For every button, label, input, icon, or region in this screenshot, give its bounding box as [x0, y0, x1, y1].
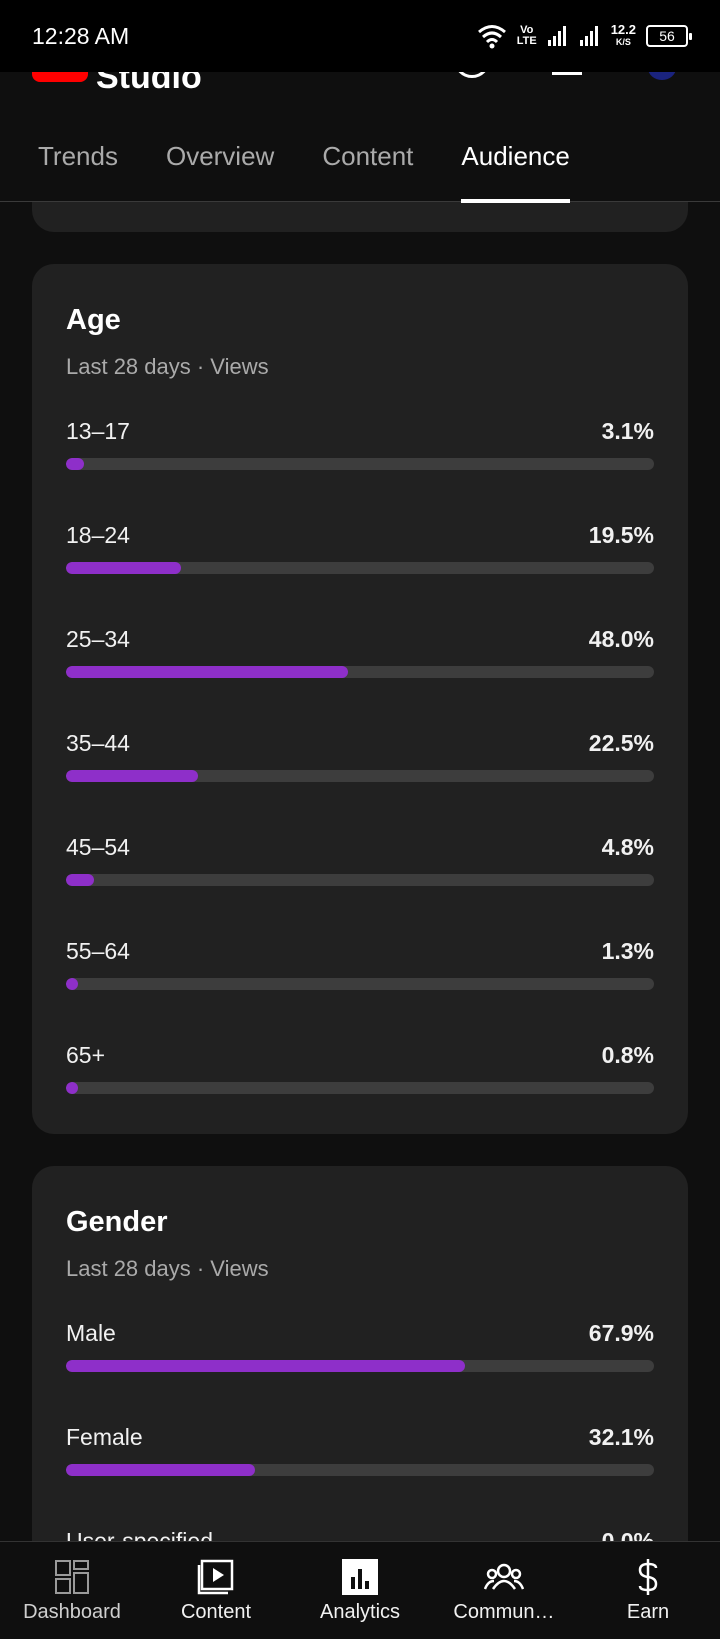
status-icons: Vo LTE 12.2 K/S 56 — [477, 22, 692, 49]
age-row: 18–24 19.5% — [66, 522, 654, 592]
community-icon — [484, 1563, 524, 1590]
studio-logo-text: Studio — [96, 72, 202, 96]
age-row-value: 3.1% — [601, 418, 654, 444]
age-row-track — [66, 458, 654, 470]
nav-community[interactable]: Commun… — [432, 1542, 576, 1639]
gender-row-bar — [66, 1464, 255, 1476]
tab-trends[interactable]: Trends — [38, 140, 118, 171]
net-speed: 12.2 K/S — [610, 22, 636, 48]
gender-title: Gender — [66, 1206, 168, 1238]
age-row-value: 19.5% — [588, 522, 654, 548]
nav-dashboard-label: Dashboard — [23, 1601, 121, 1623]
volte-top: Vo — [520, 24, 534, 36]
analytics-icon — [342, 1559, 378, 1595]
gender-row-value: 67.9% — [588, 1320, 654, 1346]
gender-row-value: 32.1% — [588, 1424, 654, 1450]
age-row-track — [66, 562, 654, 574]
bottom-nav: Dashboard Content Analytics Commun… — [0, 1541, 720, 1639]
gender-card: Gender Last 28 days · Views Male 67.9% F… — [32, 1166, 688, 1586]
nav-analytics-label: Analytics — [319, 1601, 401, 1623]
signal-icon — [579, 26, 598, 46]
age-row-bar — [66, 978, 78, 990]
age-row-label: 25–34 — [66, 626, 130, 652]
age-row-track — [66, 770, 654, 782]
age-row-value: 0.8% — [601, 1042, 654, 1068]
age-row: 25–34 48.0% — [66, 626, 654, 696]
age-row-label: 45–54 — [66, 834, 130, 860]
dollar-icon — [638, 1559, 658, 1595]
tab-content[interactable]: Content — [322, 140, 414, 171]
age-row: 35–44 22.5% — [66, 730, 654, 800]
status-time: 12:28 AM — [32, 22, 130, 49]
gender-row-bar — [66, 1360, 466, 1372]
age-row-value: 1.3% — [601, 938, 654, 964]
age-row-bar — [66, 770, 199, 782]
age-title: Age — [66, 304, 121, 336]
volte-bottom: LTE — [516, 35, 537, 47]
analytics-tabs: Trends Overview Content Audience — [0, 110, 720, 203]
tab-overview[interactable]: Overview — [165, 140, 275, 171]
battery-icon: 56 — [646, 25, 692, 47]
help-icon[interactable] — [454, 72, 490, 78]
gender-row-label: Male — [66, 1320, 116, 1346]
content-play-icon — [197, 1559, 234, 1595]
age-row-label: 65+ — [66, 1042, 106, 1068]
age-row-bar — [66, 874, 95, 886]
age-row-label: 55–64 — [66, 938, 130, 964]
net-speed-unit: K/S — [615, 37, 631, 47]
age-row-value: 22.5% — [588, 730, 654, 756]
age-row-track — [66, 874, 654, 886]
avatar[interactable] — [648, 72, 676, 80]
age-row: 55–64 1.3% — [66, 938, 654, 1008]
app-header: Studio — [0, 72, 720, 110]
volte-indicator: Vo LTE — [517, 25, 537, 47]
nav-earn-label: Earn — [626, 1601, 670, 1623]
gender-subtitle: Last 28 days · Views — [66, 1256, 269, 1281]
nav-earn[interactable]: Earn — [576, 1542, 720, 1639]
age-subtitle: Last 28 days · Views — [66, 354, 269, 379]
nav-content[interactable]: Content — [144, 1542, 288, 1639]
age-row-value: 48.0% — [588, 626, 654, 652]
dashboard-icon — [55, 1560, 89, 1594]
age-row: 65+ 0.8% — [66, 1042, 654, 1112]
studio-logo-icon — [32, 72, 88, 82]
signal-icon — [547, 26, 566, 46]
age-row-label: 18–24 — [66, 522, 130, 548]
age-row: 45–54 4.8% — [66, 834, 654, 904]
age-row-value: 4.8% — [601, 834, 654, 860]
nav-content-label: Content — [180, 1601, 252, 1623]
age-row-track — [66, 1082, 654, 1094]
gender-row: Female 32.1% — [66, 1424, 654, 1494]
nav-analytics[interactable]: Analytics — [288, 1542, 432, 1639]
battery-level: 56 — [659, 28, 675, 44]
gender-row: Male 67.9% — [66, 1320, 654, 1390]
age-row: 13–17 3.1% — [66, 418, 654, 488]
age-row-label: 35–44 — [66, 730, 130, 756]
age-row-track — [66, 978, 654, 990]
notifications-icon[interactable] — [552, 72, 582, 75]
nav-community-label: Commun… — [453, 1601, 555, 1623]
age-card: Age Last 28 days · Views 13–17 3.1% 18–2… — [32, 264, 688, 1134]
nav-dashboard[interactable]: Dashboard — [0, 1542, 144, 1639]
age-row-bar — [66, 1082, 78, 1094]
age-row-label: 13–17 — [66, 418, 130, 444]
age-row-track — [66, 666, 654, 678]
age-row-bar — [66, 666, 349, 678]
age-row-bar — [66, 458, 85, 470]
gender-row-track — [66, 1360, 654, 1372]
gender-row-label: Female — [66, 1424, 143, 1450]
age-row-bar — [66, 562, 181, 574]
net-speed-value: 12.2 — [610, 22, 636, 37]
tab-audience[interactable]: Audience — [461, 110, 571, 203]
status-bar: 12:28 AM Vo LTE 12.2 K/S 56 — [0, 0, 720, 72]
wifi-icon — [477, 25, 506, 49]
gender-row-track — [66, 1464, 654, 1476]
